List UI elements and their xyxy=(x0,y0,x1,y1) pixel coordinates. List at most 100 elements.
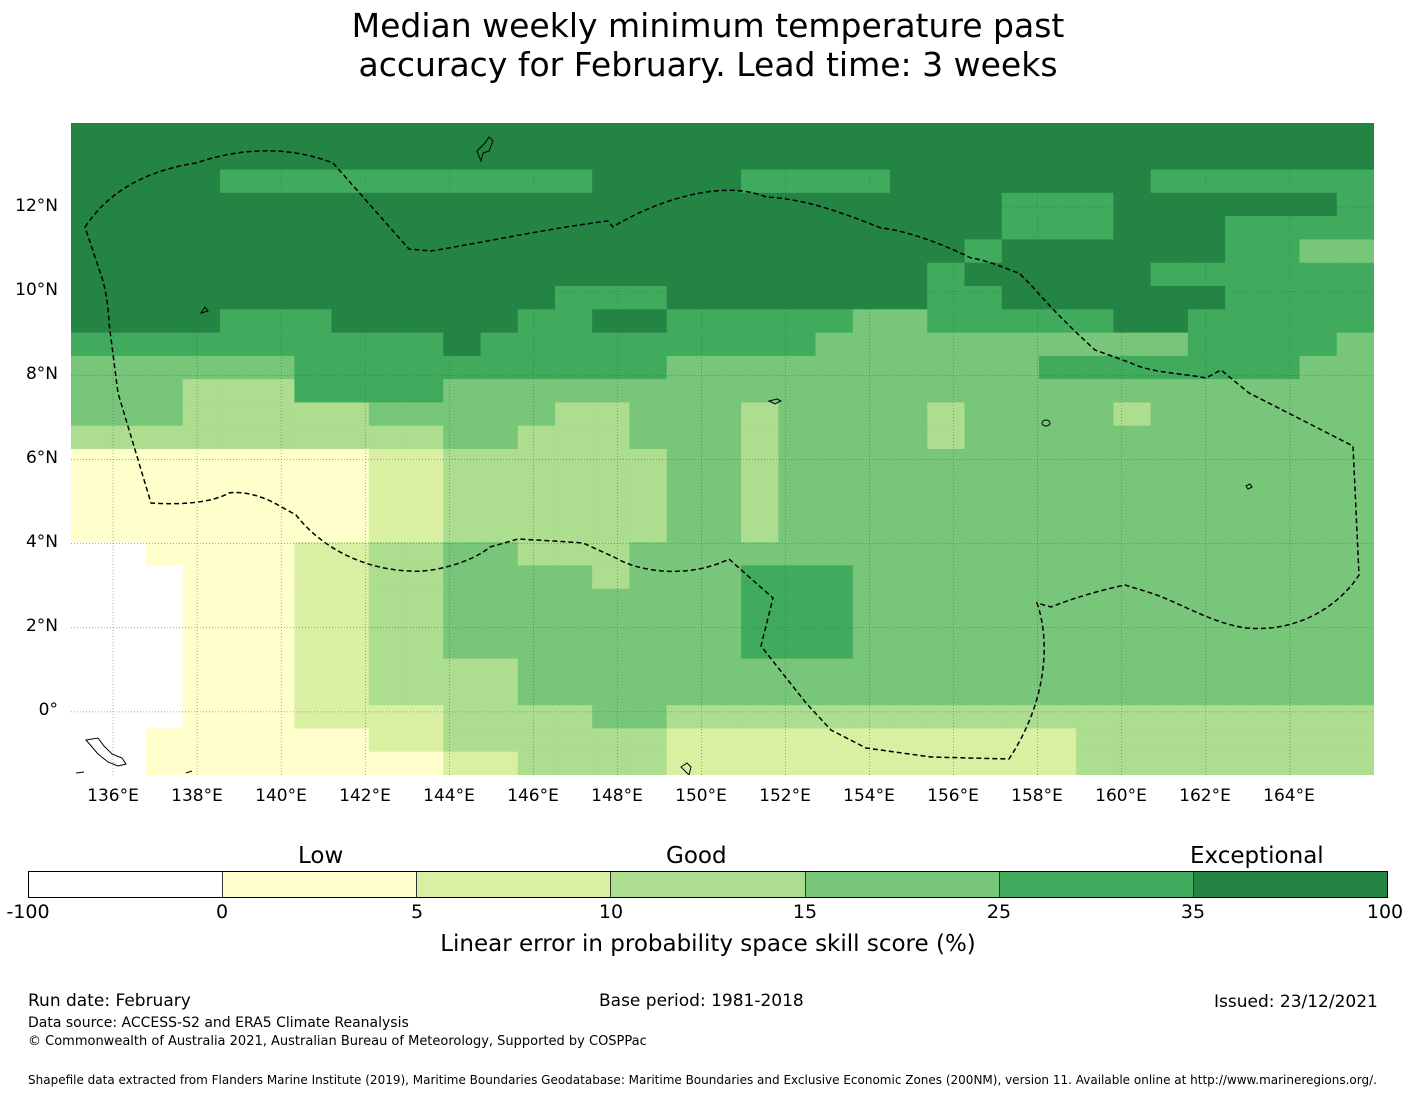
skill-cell xyxy=(852,425,891,450)
skill-cell xyxy=(182,681,221,706)
skill-cell xyxy=(368,542,407,567)
skill-cell xyxy=(145,309,184,334)
skill-cell xyxy=(592,123,631,147)
skill-cell xyxy=(964,262,1003,287)
skill-cell xyxy=(443,472,482,497)
skill-cell xyxy=(703,332,742,357)
skill-cell xyxy=(1113,658,1152,683)
skill-cell xyxy=(1187,518,1226,543)
skill-cell xyxy=(1038,286,1077,310)
islands xyxy=(75,136,1253,775)
skill-cell xyxy=(629,751,668,775)
skill-cell xyxy=(1187,751,1226,775)
skill-cell xyxy=(71,146,109,171)
skill-cell xyxy=(368,355,407,380)
skill-cell xyxy=(71,192,109,217)
skill-cell xyxy=(554,402,593,427)
skill-cell xyxy=(1113,262,1152,287)
skill-cell xyxy=(219,309,258,334)
skill-cell xyxy=(517,379,556,404)
skill-cell xyxy=(108,612,147,636)
lat-tick-8n: 8°N xyxy=(25,364,58,384)
skill-cell xyxy=(666,542,705,567)
skill-cell xyxy=(406,542,444,567)
skill-cell xyxy=(294,216,333,241)
skill-cell xyxy=(1113,379,1152,404)
skill-cell xyxy=(517,332,556,357)
skill-cell xyxy=(219,169,258,194)
skill-cell xyxy=(815,123,854,147)
skill-cell xyxy=(108,355,147,380)
skill-cell xyxy=(852,379,891,404)
skill-cell xyxy=(1113,216,1152,241)
skill-cell xyxy=(145,123,184,147)
skill-cell xyxy=(406,728,444,753)
skill-cell xyxy=(294,169,333,194)
skill-cell xyxy=(108,192,147,217)
skill-cell xyxy=(257,262,295,287)
skill-cell xyxy=(927,495,966,520)
skill-cell xyxy=(890,192,928,217)
skill-cell xyxy=(666,262,705,287)
skill-cell xyxy=(1001,681,1040,706)
skill-cell xyxy=(480,425,519,450)
skill-cell xyxy=(1336,728,1374,753)
skill-cell xyxy=(1001,705,1040,730)
skill-cell xyxy=(554,495,593,520)
skill-cell xyxy=(182,449,221,473)
skill-cell xyxy=(1150,658,1189,683)
skill-cell xyxy=(443,379,482,404)
skill-cell xyxy=(741,192,779,217)
skill-cell xyxy=(890,751,928,775)
skill-cell xyxy=(927,355,966,380)
skill-cell xyxy=(815,286,854,310)
skill-cell xyxy=(741,379,779,404)
skill-cell xyxy=(406,635,444,660)
skill-cell xyxy=(182,192,221,217)
skill-cell xyxy=(1113,425,1152,450)
colorbar-tick: 25 xyxy=(986,901,1012,923)
skill-cell xyxy=(219,262,258,287)
skill-cell xyxy=(331,635,370,660)
skill-cell xyxy=(1113,286,1152,310)
skill-cell xyxy=(1225,542,1263,567)
lon-tick-158e: 158°E xyxy=(1011,786,1063,806)
skill-cell xyxy=(1038,192,1077,217)
skill-cell xyxy=(71,518,109,543)
skill-cell xyxy=(182,355,221,380)
skill-cell xyxy=(852,542,891,567)
skill-cell xyxy=(406,612,444,636)
skill-cell xyxy=(1001,402,1040,427)
skill-cell xyxy=(1225,192,1263,217)
skill-cell xyxy=(1076,612,1114,636)
skill-cell xyxy=(703,355,742,380)
skill-cell xyxy=(1299,146,1338,171)
skill-cell xyxy=(1187,472,1226,497)
skill-cell xyxy=(71,169,109,194)
skill-cell xyxy=(145,239,184,264)
skill-cell xyxy=(1299,565,1338,590)
skill-cell xyxy=(592,402,631,427)
skill-cell xyxy=(1299,425,1338,450)
skill-cell xyxy=(1001,565,1040,590)
skill-cell xyxy=(294,635,333,660)
skill-cell xyxy=(778,123,817,147)
skill-cell xyxy=(890,309,928,334)
skill-cell xyxy=(1150,169,1189,194)
skill-cell xyxy=(554,542,593,567)
skill-cell xyxy=(778,449,817,473)
lon-tick-150e: 150°E xyxy=(675,786,727,806)
skill-cell xyxy=(927,262,966,287)
skill-cell xyxy=(778,146,817,171)
skill-cell xyxy=(406,402,444,427)
skill-cell xyxy=(1262,425,1301,450)
skill-cell xyxy=(703,123,742,147)
skill-cell xyxy=(368,379,407,404)
skill-cell xyxy=(890,402,928,427)
skill-cell xyxy=(368,332,407,357)
skill-cell xyxy=(852,449,891,473)
colorbar-segment-4 xyxy=(611,872,806,897)
skill-cell xyxy=(71,332,109,357)
skill-cell xyxy=(219,728,258,753)
skill-cell xyxy=(666,332,705,357)
